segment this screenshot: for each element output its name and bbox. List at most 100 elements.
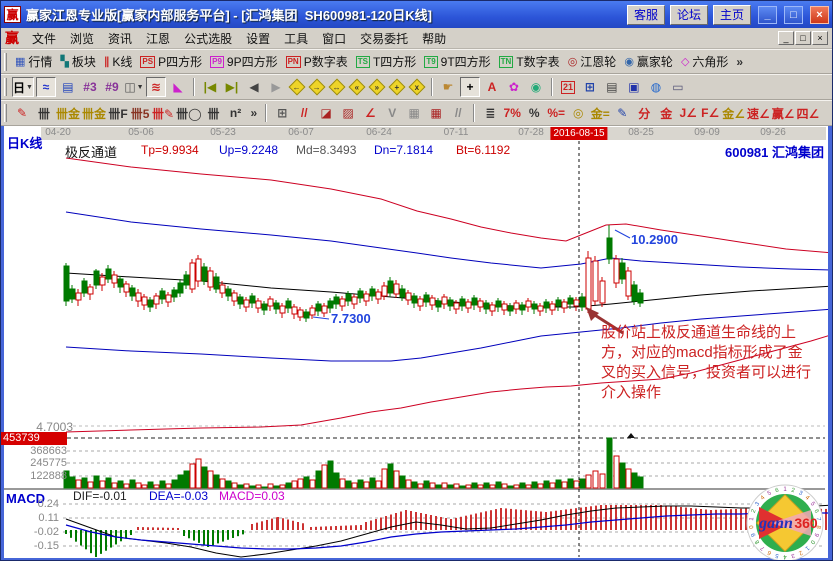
menu-item-工具[interactable]: 工具 xyxy=(284,31,309,46)
quotes-button[interactable]: ▦ 行情 xyxy=(11,52,56,71)
customer-service-button[interactable]: 客服 xyxy=(626,4,665,25)
extreme-channel-icon[interactable]: ≈ xyxy=(35,77,56,97)
grid-red-tool-icon[interactable]: ▦ xyxy=(426,103,446,123)
slash-lines-icon[interactable]: // xyxy=(448,103,468,123)
hand-tool-icon[interactable]: ☛ xyxy=(438,77,458,97)
last-bar-icon[interactable]: ▶| xyxy=(222,77,242,97)
grid-tool-icon[interactable]: ▦ xyxy=(404,103,424,123)
percent7-icon[interactable]: 7% xyxy=(502,103,522,123)
toolbar-overflow-chevron[interactable]: » xyxy=(736,54,744,69)
close-button[interactable]: × xyxy=(810,5,829,24)
v-lines-icon[interactable]: V xyxy=(382,103,402,123)
fan-box-icon[interactable]: ◪ xyxy=(316,103,336,123)
menu-item-江恩[interactable]: 江恩 xyxy=(146,31,171,46)
gann-5-ruler-icon[interactable]: 卌5 xyxy=(130,103,150,123)
gann-f-ruler-icon[interactable]: 卌F xyxy=(108,103,128,123)
shift-left-icon[interactable]: ← xyxy=(288,78,306,96)
angle-lines-icon[interactable]: ∠ xyxy=(360,103,380,123)
gold-red-icon[interactable]: 金 xyxy=(656,103,676,123)
t-square-button[interactable]: TS T四方形 xyxy=(352,52,421,71)
p-square-button[interactable]: PS P四方形 xyxy=(136,52,206,71)
zoom-fit-icon[interactable]: ↔ xyxy=(328,78,346,96)
minimize-button[interactable]: _ xyxy=(758,5,777,24)
win-angle-icon[interactable]: 赢∠ xyxy=(772,103,795,123)
four-angle-icon[interactable]: 四∠ xyxy=(797,103,820,123)
calculator-icon[interactable]: ⊞ xyxy=(580,77,600,97)
price-bars-icon[interactable]: ≣ xyxy=(480,103,500,123)
menu-item-浏览[interactable]: 浏览 xyxy=(70,31,95,46)
save-icon[interactable]: ▣ xyxy=(624,77,644,97)
menu-item-窗口[interactable]: 窗口 xyxy=(322,31,347,46)
gann-ruler-icon[interactable]: 卌 xyxy=(34,103,54,123)
label-tool-icon[interactable]: A xyxy=(482,77,502,97)
first-bar-icon[interactable]: |◀ xyxy=(200,77,220,97)
gann-circle-ruler-icon[interactable]: 卌◯ xyxy=(176,103,201,123)
gold-angle-icon[interactable]: 金∠ xyxy=(722,103,745,123)
kline-button[interactable]: ∥ K线 xyxy=(100,52,137,71)
f-angle-icon[interactable]: F∠ xyxy=(700,103,720,123)
brain-tool-icon[interactable]: ◉ xyxy=(526,77,546,97)
percent-icon[interactable]: % xyxy=(524,103,544,123)
box-tool-icon[interactable]: ⊞ xyxy=(272,103,292,123)
9p-square-button[interactable]: P9 9P四方形 xyxy=(206,52,281,71)
maximize-button[interactable]: □ xyxy=(784,5,803,24)
p-number-button[interactable]: PN P数字表 xyxy=(282,52,352,71)
forum-button[interactable]: 论坛 xyxy=(669,4,708,25)
gold-circle-icon[interactable]: ◎ xyxy=(568,103,588,123)
gann-wheel-button[interactable]: ◎ 江恩轮 xyxy=(564,52,621,71)
red-wave-icon[interactable]: ≋ xyxy=(145,77,166,97)
candle-style-dropdown[interactable]: ◫ ▼ xyxy=(124,77,144,97)
hexagon-button[interactable]: ◇ 六角形 xyxy=(677,52,732,71)
menu-item-帮助[interactable]: 帮助 xyxy=(422,31,447,46)
expand-icon[interactable]: » xyxy=(368,78,386,96)
menu-item-设置[interactable]: 设置 xyxy=(246,31,271,46)
period-day-dropdown[interactable]: 日 ▼ xyxy=(12,77,34,97)
shift-right-icon[interactable]: → xyxy=(308,78,326,96)
zoom-out-icon[interactable]: x xyxy=(408,78,426,96)
9t-square-button[interactable]: T9 9T四方形 xyxy=(420,52,494,71)
calendar-icon[interactable]: 21 xyxy=(558,77,578,97)
crosshair-tool-icon[interactable]: + xyxy=(459,77,480,97)
toolbar-grip[interactable] xyxy=(4,52,7,71)
child-restore-button[interactable]: □ xyxy=(795,31,811,45)
flower-tool-icon[interactable]: ✿ xyxy=(504,77,524,97)
gann-gold-ruler-2-icon[interactable]: 卌金 xyxy=(82,103,106,123)
speed-angle-icon[interactable]: 速∠ xyxy=(747,103,770,123)
j-angle-icon[interactable]: J∠ xyxy=(678,103,698,123)
sectors-button[interactable]: ▚ 板块 xyxy=(56,52,99,71)
toolbar-grip[interactable] xyxy=(4,78,7,96)
notepad-icon[interactable]: ▤ xyxy=(602,77,622,97)
network-icon[interactable]: ◍ xyxy=(646,77,666,97)
t-number-button[interactable]: TN T数字表 xyxy=(495,52,564,71)
distribution-icon[interactable]: ◣ xyxy=(168,77,188,97)
split-lines-icon[interactable]: 分 xyxy=(634,103,654,123)
gann-fan-icon[interactable]: // xyxy=(294,103,314,123)
child-close-button[interactable]: × xyxy=(812,31,828,45)
homepage-button[interactable]: 主页 xyxy=(712,4,751,25)
pressure3-icon[interactable]: #3 xyxy=(80,77,100,97)
zoom-in-icon[interactable]: + xyxy=(388,78,406,96)
pencil-tool-icon[interactable]: ✎ xyxy=(12,103,32,123)
winner-wheel-button[interactable]: ◉ 赢家轮 xyxy=(620,52,677,71)
percent-lines-icon[interactable]: %= xyxy=(546,103,566,123)
pressure9-icon[interactable]: #9 xyxy=(102,77,122,97)
prev-bar-icon[interactable]: ◀ xyxy=(244,77,264,97)
next-bar-icon[interactable]: ▶ xyxy=(266,77,286,97)
toolbar-overflow-chevron[interactable]: » xyxy=(250,106,258,120)
gann-plain-ruler-icon[interactable]: 卌 xyxy=(204,103,224,123)
child-minimize-button[interactable]: _ xyxy=(778,31,794,45)
dense-fan-icon[interactable]: ▨ xyxy=(338,103,358,123)
toolbar-grip[interactable] xyxy=(4,104,7,122)
menu-item-公式选股[interactable]: 公式选股 xyxy=(184,31,233,46)
menu-item-资讯[interactable]: 资讯 xyxy=(108,31,133,46)
menu-item-交易委托[interactable]: 交易委托 xyxy=(360,31,409,46)
gann-gold-ruler-1-icon[interactable]: 卌金 xyxy=(56,103,80,123)
draw-bars-icon[interactable]: ✎ xyxy=(612,103,632,123)
compress-icon[interactable]: « xyxy=(348,78,366,96)
gold-lines-icon[interactable]: 金= xyxy=(590,103,610,123)
note-icon[interactable]: ▤ xyxy=(58,77,78,97)
menu-item-文件[interactable]: 文件 xyxy=(32,31,57,46)
computer-icon[interactable]: ▭ xyxy=(668,77,688,97)
n2-ruler-icon[interactable]: n² xyxy=(226,103,246,123)
